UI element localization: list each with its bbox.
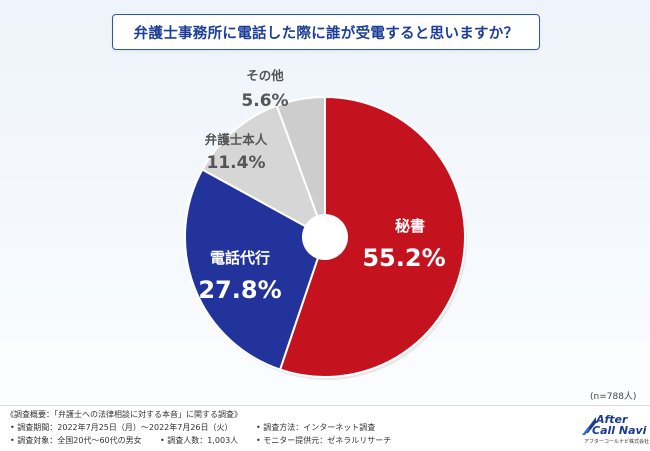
slice-label-answering-service: 電話代行 bbox=[210, 249, 270, 267]
survey-overview: 《調査概要：「弁護士への法律相談に対する本音」に関する調査》 bbox=[6, 410, 242, 419]
logo-text-callnavi: Call Navi bbox=[592, 424, 647, 437]
pie-center-hole bbox=[302, 214, 348, 260]
company-logo: After Call Navi アフターコールナビ株式会社 bbox=[582, 411, 649, 447]
logo-text-company: アフターコールナビ株式会社 bbox=[584, 439, 650, 445]
pie-slice-other bbox=[275, 95, 326, 238]
slice-label-other: その他 bbox=[246, 68, 284, 83]
title-box: 弁護士事務所に電話した際に誰が受電すると思いますか？ bbox=[112, 14, 540, 50]
slice-value-other: 5.6% bbox=[241, 91, 288, 111]
slice-label-secretary: 秘書 bbox=[395, 217, 425, 235]
survey-count: • 調査人数：1,003人 bbox=[160, 436, 239, 445]
survey-provider: • モニター提供元：ゼネラルリサーチ bbox=[256, 436, 392, 445]
slice-value-secretary: 55.2% bbox=[362, 244, 445, 272]
pie-slice-secretary bbox=[278, 95, 466, 378]
slice-value-answering-service: 27.8% bbox=[198, 276, 281, 304]
survey-target: • 調査対象：全国20代～60代の男女 bbox=[10, 436, 142, 445]
pie-slice-answering-service bbox=[184, 168, 327, 371]
chart-title: 弁護士事務所に電話した際に誰が受電すると思いますか？ bbox=[133, 25, 519, 42]
logo-text-after: After bbox=[596, 413, 628, 426]
pie-slice-lawyer bbox=[200, 104, 327, 240]
logo-mark-icon bbox=[582, 417, 596, 435]
survey-method: • 調査方法：インターネット調査 bbox=[256, 423, 376, 432]
survey-footer: 《調査概要：「弁護士への法律相談に対する本音」に関する調査》 • 調査期間：20… bbox=[0, 405, 650, 451]
slice-value-lawyer: 11.4% bbox=[207, 153, 266, 173]
sample-size: (n=788人) bbox=[590, 392, 637, 402]
slice-label-lawyer: 弁護士本人 bbox=[205, 132, 268, 147]
survey-period: • 調査期間：2022年7月25日（月）～2022年7月26日（火） bbox=[10, 423, 233, 432]
